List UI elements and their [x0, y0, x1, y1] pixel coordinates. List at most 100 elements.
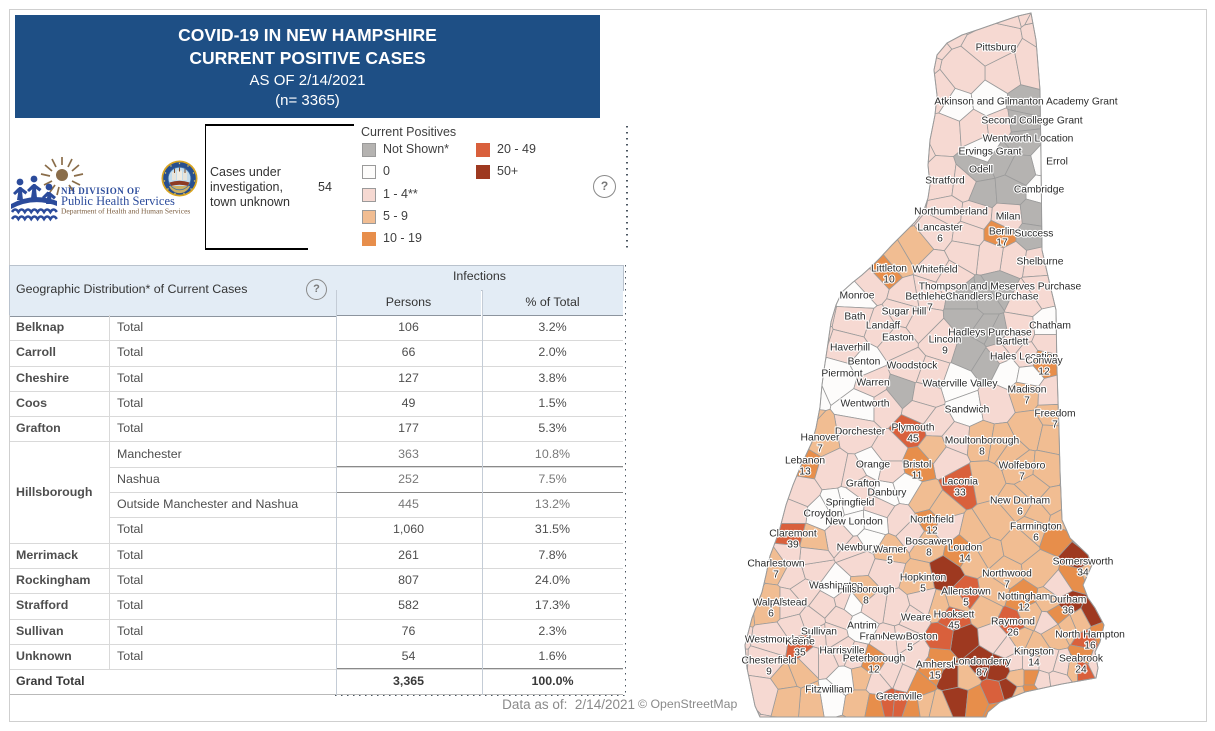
svg-text:New Durham: New Durham: [990, 496, 1050, 507]
svg-text:7: 7: [1004, 580, 1010, 591]
svg-text:Weare: Weare: [901, 613, 931, 624]
svg-text:New Boston: New Boston: [882, 632, 938, 643]
svg-text:26: 26: [1007, 628, 1019, 639]
svg-text:5: 5: [887, 556, 893, 567]
svg-text:7: 7: [773, 570, 779, 581]
svg-text:Hadleys Purchase: Hadleys Purchase: [948, 328, 1032, 339]
svg-text:Loudon: Loudon: [948, 543, 983, 554]
svg-text:Northwood: Northwood: [982, 569, 1032, 580]
svg-text:North Hampton: North Hampton: [1055, 630, 1125, 641]
svg-text:Danbury: Danbury: [868, 488, 908, 499]
svg-text:Croydon: Croydon: [804, 509, 843, 520]
svg-text:Woodstock: Woodstock: [887, 361, 939, 372]
svg-text:Sugar Hill: Sugar Hill: [882, 307, 927, 318]
svg-text:34: 34: [1077, 568, 1089, 579]
svg-text:Pittsburg: Pittsburg: [976, 43, 1017, 54]
svg-text:24: 24: [1075, 665, 1087, 676]
svg-text:Freedom: Freedom: [1034, 409, 1075, 420]
svg-text:Walpole: Walpole: [753, 598, 790, 609]
svg-text:Allenstown: Allenstown: [941, 587, 991, 598]
svg-text:Bethlehem: Bethlehem: [905, 292, 954, 303]
svg-text:16: 16: [1084, 641, 1096, 652]
svg-text:35: 35: [794, 648, 806, 659]
svg-text:12: 12: [926, 526, 938, 537]
svg-text:Alstead: Alstead: [773, 598, 808, 609]
svg-text:Charlestown: Charlestown: [747, 559, 805, 570]
svg-text:Chesterfield: Chesterfield: [742, 656, 797, 667]
svg-text:Chatham: Chatham: [1029, 321, 1071, 332]
svg-text:12: 12: [1018, 603, 1030, 614]
svg-text:Hales Location: Hales Location: [990, 352, 1058, 363]
svg-text:Cambridge: Cambridge: [1014, 185, 1065, 196]
svg-text:6: 6: [768, 609, 774, 620]
svg-text:14: 14: [959, 554, 971, 565]
svg-text:6: 6: [937, 234, 943, 245]
svg-text:Benton: Benton: [848, 357, 881, 368]
svg-text:15: 15: [929, 671, 941, 682]
svg-text:14: 14: [1028, 658, 1040, 669]
svg-text:9: 9: [942, 346, 948, 357]
svg-text:Lebanon: Lebanon: [785, 456, 825, 467]
svg-text:Dorchester: Dorchester: [835, 427, 886, 438]
svg-text:Lancaster: Lancaster: [917, 223, 963, 234]
svg-text:Washington: Washington: [809, 581, 863, 592]
svg-text:Grafton: Grafton: [846, 479, 881, 490]
svg-text:45: 45: [948, 621, 960, 632]
svg-text:Errol: Errol: [1046, 157, 1068, 168]
svg-text:Moultonborough: Moultonborough: [945, 436, 1020, 447]
svg-text:Landaff: Landaff: [866, 321, 900, 332]
svg-text:Seabrook: Seabrook: [1059, 654, 1104, 665]
svg-text:Boscawen: Boscawen: [905, 537, 953, 548]
svg-text:Bartlett: Bartlett: [996, 337, 1029, 348]
svg-text:Sullivan: Sullivan: [801, 627, 837, 638]
svg-text:Chandlers Purchase: Chandlers Purchase: [945, 292, 1039, 303]
svg-text:8: 8: [979, 447, 985, 458]
svg-text:Nottingham: Nottingham: [998, 592, 1051, 603]
svg-text:Hooksett: Hooksett: [934, 610, 975, 621]
svg-text:Department of Health and Human: Department of Health and Human Services: [61, 207, 190, 216]
svg-text:Northumberland: Northumberland: [914, 207, 988, 218]
svg-text:Laconia: Laconia: [942, 477, 978, 488]
svg-text:Stratford: Stratford: [925, 176, 965, 187]
svg-text:Whitefield: Whitefield: [912, 265, 957, 276]
svg-text:Farmington: Farmington: [1010, 522, 1062, 533]
svg-text:12: 12: [1038, 367, 1050, 378]
svg-text:17: 17: [996, 238, 1008, 249]
svg-text:Kingston: Kingston: [1014, 647, 1054, 658]
svg-text:Wentworth: Wentworth: [840, 399, 889, 410]
svg-text:New London: New London: [825, 517, 883, 528]
svg-text:Thompson and Meserves Purchase: Thompson and Meserves Purchase: [919, 282, 1082, 293]
svg-text:5: 5: [963, 598, 969, 609]
svg-text:Conway: Conway: [1025, 356, 1063, 367]
svg-text:6: 6: [1017, 507, 1023, 518]
svg-text:Wolfeboro: Wolfeboro: [999, 461, 1046, 472]
svg-text:87: 87: [976, 668, 988, 679]
svg-text:6: 6: [1033, 533, 1039, 544]
svg-text:Hanover: Hanover: [801, 433, 840, 444]
svg-text:Piermont: Piermont: [821, 369, 862, 380]
svg-text:36: 36: [1062, 606, 1074, 617]
svg-text:Wentworth Location: Wentworth Location: [983, 134, 1074, 145]
svg-text:Orange: Orange: [856, 460, 891, 471]
svg-text:7: 7: [817, 444, 823, 455]
svg-text:10: 10: [883, 275, 895, 286]
svg-text:Hopkinton: Hopkinton: [900, 573, 947, 584]
svg-text:Shelburne: Shelburne: [1017, 257, 1064, 268]
svg-text:NH DIVISION OF: NH DIVISION OF: [61, 186, 141, 196]
svg-text:Springfield: Springfield: [826, 498, 875, 509]
svg-text:Amherst: Amherst: [916, 660, 954, 671]
svg-text:Londonderry: Londonderry: [953, 657, 1012, 668]
svg-text:12: 12: [868, 665, 880, 676]
svg-text:33: 33: [954, 488, 966, 499]
svg-text:11: 11: [912, 471, 923, 482]
svg-text:Sandwich: Sandwich: [945, 405, 990, 416]
svg-text:7: 7: [1019, 472, 1025, 483]
svg-text:Raymond: Raymond: [991, 617, 1035, 628]
svg-text:7: 7: [1052, 420, 1058, 431]
svg-text:9: 9: [766, 667, 772, 678]
svg-text:45: 45: [907, 434, 919, 445]
svg-text:Fitzwilliam: Fitzwilliam: [805, 685, 852, 696]
svg-text:7: 7: [927, 303, 933, 314]
svg-text:Public Health Services: Public Health Services: [61, 194, 175, 208]
svg-text:Francestown: Francestown: [860, 632, 919, 643]
